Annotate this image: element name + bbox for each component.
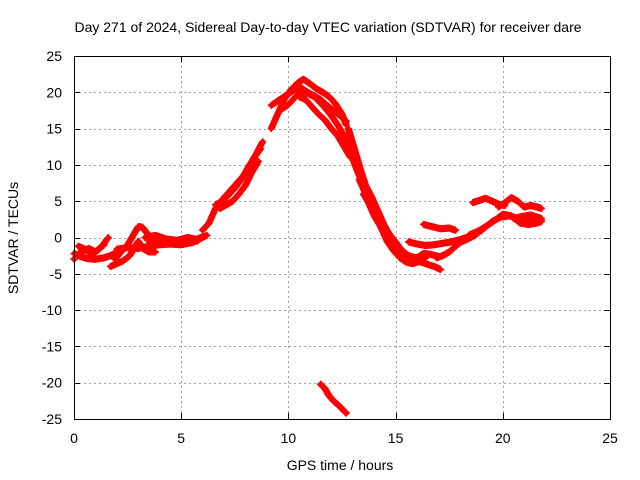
x-tick-label: 0: [70, 430, 78, 446]
data-point: [100, 241, 108, 249]
data-trace: [359, 190, 425, 262]
data-trace: [145, 233, 207, 248]
data-point: [259, 138, 267, 146]
x-tick-label: 15: [388, 430, 404, 446]
y-tick-label: 25: [46, 48, 62, 64]
y-tick-label: 15: [46, 121, 62, 137]
y-tick-label: 10: [46, 157, 62, 173]
data-point: [199, 233, 207, 241]
data-point: [342, 117, 350, 125]
y-tick-label: 20: [46, 84, 62, 100]
data-point: [104, 234, 112, 241]
data-trace: [216, 157, 262, 212]
data-trace: [74, 241, 108, 257]
plot-area: [70, 75, 545, 417]
data-trace: [464, 210, 545, 239]
y-tick-label: -15: [42, 338, 62, 354]
data-point: [257, 145, 265, 153]
data-trace: [295, 93, 355, 162]
data-point: [537, 215, 545, 223]
y-tick-label: 5: [54, 193, 62, 209]
x-tick-label: 5: [177, 430, 185, 446]
data-point: [452, 226, 460, 234]
data-trace: [495, 194, 545, 212]
data-point: [254, 157, 262, 165]
data-point: [537, 204, 545, 212]
data-point: [437, 265, 445, 273]
y-tick-label: -5: [50, 266, 63, 282]
y-axis-label: SDTVAR / TECUs: [5, 182, 21, 294]
y-tick-label: 0: [54, 230, 62, 246]
axis-ticks: 0 5 10 15 20 25 -25 -20 -15 -10 -5 0 5 10 15 20 25: [42, 48, 618, 446]
data-point: [417, 252, 425, 260]
data-trace: [419, 220, 460, 234]
data-trace: [510, 211, 545, 223]
data-trace: [212, 145, 265, 209]
data-point: [342, 409, 350, 417]
chart-title: Day 271 of 2024, Sidereal Day-to-day VTE…: [74, 19, 581, 35]
x-tick-label: 20: [495, 430, 511, 446]
y-tick-label: -25: [42, 411, 62, 427]
x-axis-label: GPS time / hours: [287, 457, 394, 473]
data-point: [151, 248, 159, 256]
y-tick-label: -20: [42, 375, 62, 391]
data-trace: [317, 380, 350, 417]
data-trace: [106, 237, 159, 271]
x-tick-label: 25: [602, 430, 618, 446]
x-tick-label: 10: [281, 430, 297, 446]
y-tick-label: -10: [42, 302, 62, 318]
